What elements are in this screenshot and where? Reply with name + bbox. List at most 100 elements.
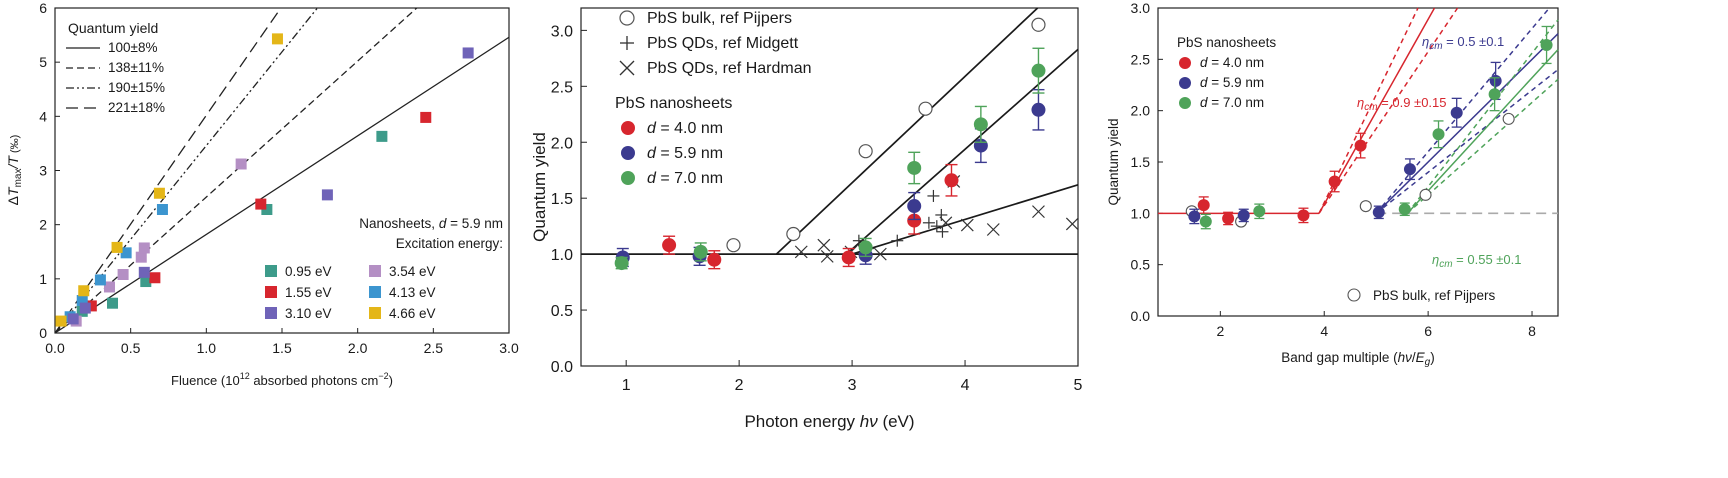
marker-3-54-eV (235, 158, 247, 170)
annotation-sub: cm (1439, 259, 1452, 270)
fit-line-138 (54, 7, 418, 334)
cross-stroke (939, 216, 953, 230)
y-tick-label: 2.0 (1131, 103, 1151, 119)
marker-hardman-cross (1065, 217, 1079, 231)
marker-d---7-0-nm (1031, 47, 1046, 94)
marker-d---5-9-nm (907, 191, 922, 221)
annotation-sub: cm (1429, 41, 1442, 52)
fit-confidence-line (1406, 19, 1559, 214)
legend-line-label: 221±18% (108, 100, 165, 115)
cross-stroke (1065, 217, 1079, 231)
x-tick-label: 1.5 (272, 340, 292, 356)
legend-value: = 7.0 nm (656, 170, 723, 187)
reference-line (851, 183, 1079, 255)
marker-hardman-cross (820, 249, 834, 263)
legend-swatch (1179, 77, 1191, 89)
y-label-part: Δ (5, 196, 21, 205)
y-tick-label: 0.0 (551, 359, 573, 376)
annotation-eta: η (1357, 95, 1364, 110)
legend-swatch (621, 121, 635, 135)
fit-line (1375, 33, 1559, 214)
x-label-part: ) (389, 373, 393, 388)
marker-3-10-eV (67, 313, 79, 325)
legend-series-label: 3.54 eV (389, 264, 436, 279)
data-point (1354, 139, 1367, 152)
legend-line-label: 138±11% (108, 60, 164, 75)
legend-title-italic: d (439, 216, 447, 231)
data-point (907, 160, 922, 175)
cross-stroke (873, 247, 887, 261)
legend-series-label: 0.95 eV (285, 264, 332, 279)
marker-pijpers-open-circle (1031, 17, 1046, 32)
fit-line-221 (54, 7, 282, 334)
marker-0-95-eV (376, 130, 388, 142)
marker-d---5-9-nm (1031, 88, 1046, 131)
marker-d---4-0-nm (707, 250, 722, 270)
legend-series-label: d = 5.9 nm (1200, 75, 1264, 90)
data-point (973, 117, 988, 132)
marker-midgett-plus (891, 234, 904, 247)
legend-swatch (369, 265, 381, 277)
data-point (907, 213, 922, 228)
legend-swatch (1179, 57, 1191, 69)
x-tick-label: 5 (1074, 377, 1083, 394)
x-tick-label: 2.5 (424, 340, 444, 356)
y-tick-label: 0.0 (1131, 308, 1151, 324)
y-tick-label: 1.5 (551, 191, 573, 208)
legend-series-label: d = 4.0 nm (1200, 55, 1264, 70)
annotation-rest: = 0.9 ±0.15 (1378, 95, 1447, 110)
legend-series-label: 4.13 eV (389, 285, 436, 300)
y-tick-label: 5 (39, 54, 47, 70)
y-tick-label: 2.5 (551, 79, 573, 96)
legend-err: ±18% (131, 100, 165, 115)
x-label-part: Photon energy (744, 412, 859, 431)
panel-middle-photon-energy: 1 2 3 4 5 0.0 0.5 1.0 1.5 2.0 2.5 3.0 Photon energy … (530, 7, 1083, 431)
y-label-sub: max (13, 169, 24, 188)
legend-value: = 7.0 nm (1208, 95, 1265, 110)
marker-midgett-plus (935, 208, 948, 221)
annotation-rest: = 0.5 ±0.1 (1443, 34, 1505, 49)
marker-midgett-plus (927, 189, 940, 202)
legend-line-label: 100±8% (108, 40, 157, 55)
fit-line (1406, 49, 1559, 214)
marker-d---4-0-nm (1354, 132, 1367, 159)
marker-d---4-0-nm (1197, 196, 1210, 214)
marker-3-54-eV (103, 281, 115, 293)
y-tick-label: 4 (39, 108, 47, 124)
marker-3-10-eV (462, 47, 474, 59)
legend-series-label: d = 5.9 nm (647, 145, 723, 162)
x-label-italic: E (1416, 350, 1426, 365)
data-point (1398, 203, 1411, 216)
marker-3-54-eV (135, 251, 147, 263)
legend-d: d (647, 170, 657, 187)
marker-d---7-0-nm (907, 151, 922, 185)
legend-lines-title: Quantum yield (68, 20, 158, 36)
marker-3-10-eV (79, 302, 91, 314)
data-point (841, 250, 856, 265)
marker-4-66-eV (55, 315, 67, 327)
y-tick-label: 1.0 (1131, 205, 1151, 221)
marker-d---4-0-nm (1328, 170, 1341, 193)
y-tick-label: 2.5 (1131, 51, 1151, 67)
data-point (1237, 209, 1250, 222)
marker-d---7-0-nm (1253, 203, 1266, 220)
marker-bulk-open-circle (1419, 188, 1432, 201)
cross-stroke (960, 218, 974, 232)
marker-d---7-0-nm (614, 256, 629, 271)
annotation-rest: = 0.55 ±0.1 (1453, 252, 1522, 267)
legend-group-title: PbS nanosheets (1177, 35, 1276, 50)
legend-series-label: 1.55 eV (285, 285, 332, 300)
marker-d---7-0-nm (1398, 202, 1411, 217)
data-point (1488, 88, 1501, 101)
fit-confidence-line (1375, 69, 1559, 214)
legend-err: ±11% (131, 60, 164, 75)
y-axis-label: Quantum yield (530, 132, 549, 242)
legend-series-label: 4.66 eV (389, 306, 436, 321)
marker-d---7-0-nm (693, 242, 708, 262)
marker-midgett-plus (922, 216, 935, 229)
x-label-sup: −2 (378, 371, 388, 381)
legend-err: ±8% (131, 40, 158, 55)
x-tick-label: 8 (1528, 323, 1536, 339)
data-point (693, 244, 708, 259)
